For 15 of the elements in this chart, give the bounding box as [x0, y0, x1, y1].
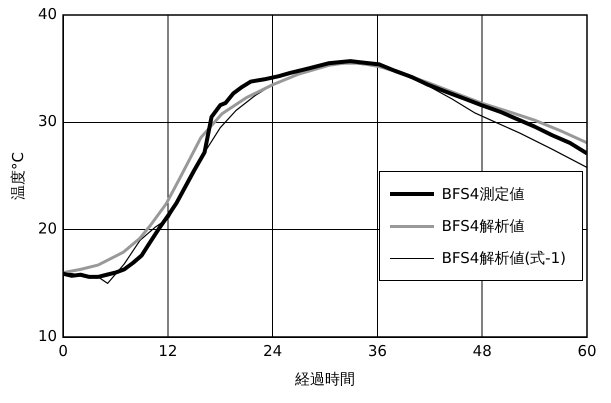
- y-axis-title: 温度°C: [8, 152, 27, 200]
- y-tick-label: 10: [38, 326, 58, 345]
- x-tick-label: 12: [158, 342, 178, 360]
- x-tick-label: 36: [368, 342, 387, 360]
- x-tick-label: 48: [472, 342, 492, 360]
- x-tick-label: 0: [58, 342, 68, 360]
- x-axis-title: 経過時間: [294, 370, 356, 388]
- x-tick-label: 60: [577, 342, 597, 360]
- y-tick-label: 30: [38, 112, 58, 130]
- legend-label: BFS4解析値: [442, 216, 524, 236]
- legend-label: BFS4解析値(式-1): [442, 248, 566, 268]
- x-tick-label: 24: [263, 342, 282, 360]
- y-tick-label: 40: [38, 4, 58, 23]
- y-tick-label: 20: [38, 220, 58, 238]
- legend-label: BFS4測定値: [442, 184, 524, 204]
